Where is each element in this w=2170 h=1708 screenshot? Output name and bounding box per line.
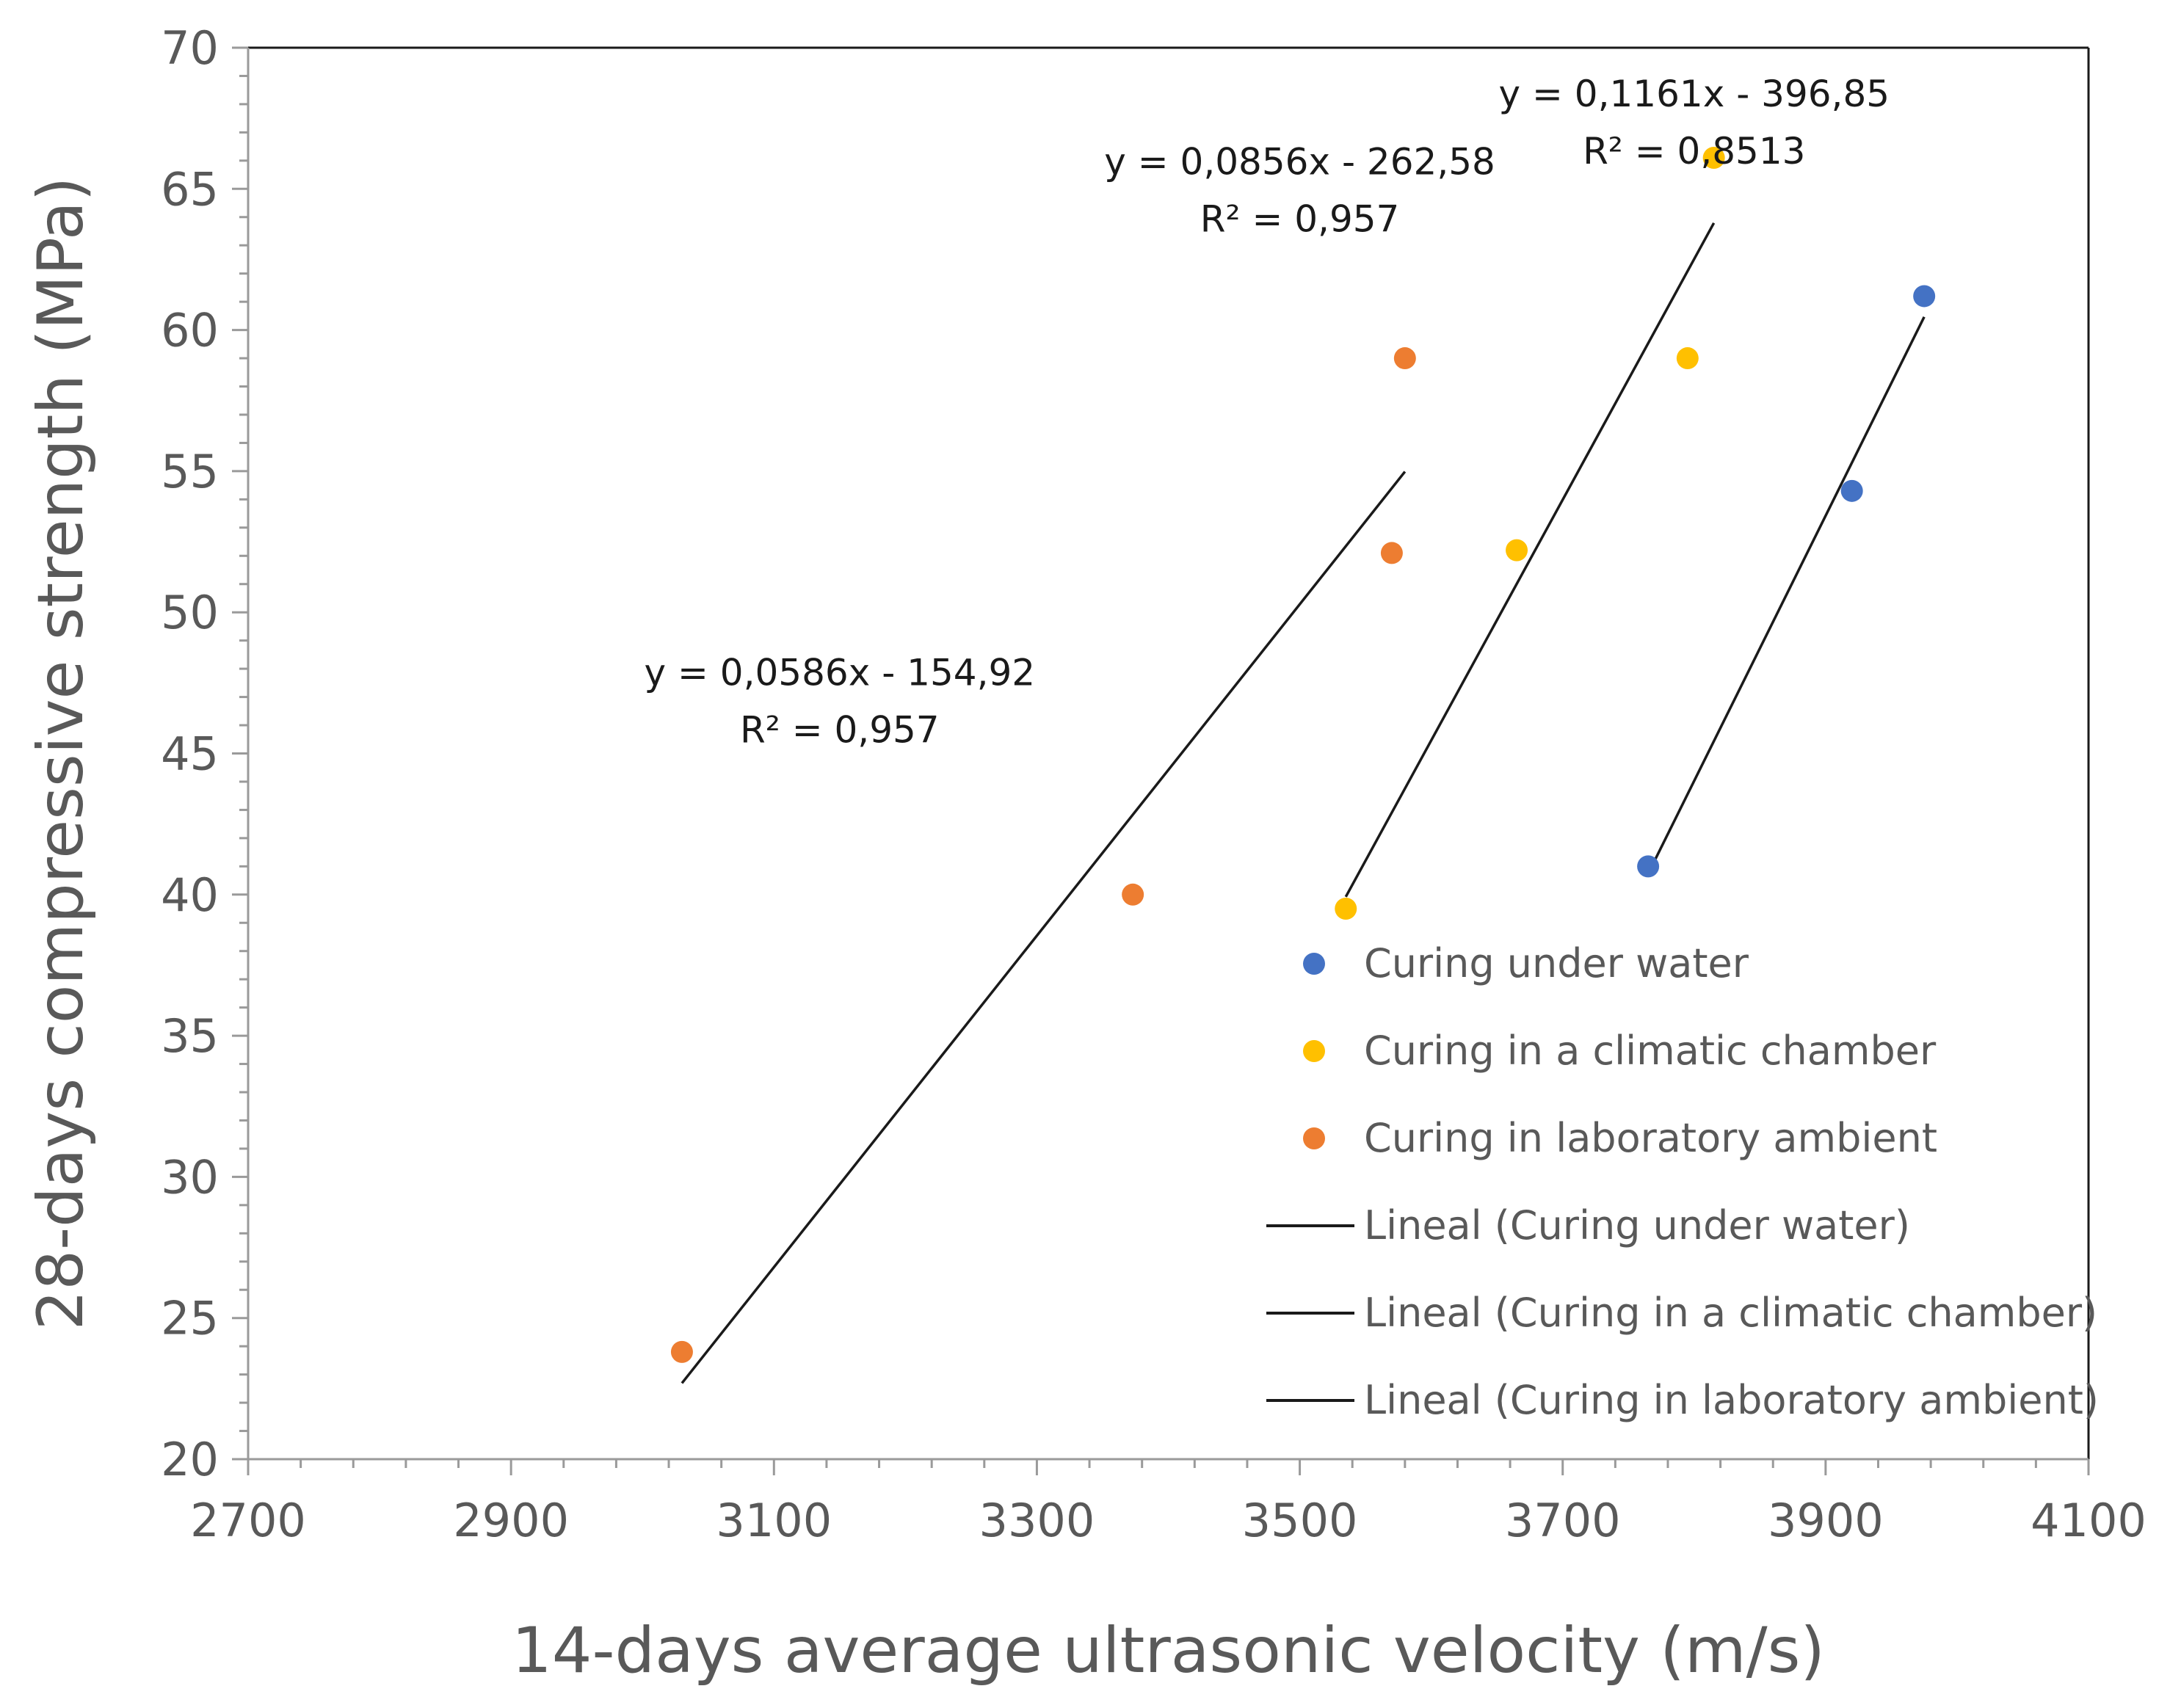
legend: Curing under water Curing in a climatic c…: [1266, 940, 2099, 1423]
y-tick-label: 35: [161, 1009, 219, 1063]
x-tick-label: 3300: [979, 1494, 1095, 1547]
data-point: [1506, 539, 1528, 562]
y-tick-label: 55: [161, 445, 219, 498]
data-point: [1335, 898, 1357, 920]
y-tick-label: 65: [161, 162, 219, 216]
legend-label: Curing in laboratory ambient: [1364, 1115, 1937, 1161]
data-point: [670, 1340, 693, 1363]
legend-label: Lineal (Curing under water): [1364, 1202, 1910, 1249]
trendline: [1344, 222, 1716, 898]
x-axis-ticks: 2700 2900 3100 3300 3500 3700 3900 4100: [190, 1459, 2147, 1547]
trendline-equations: y = 0,1161x - 396,85 R² = 0,8513 y = 0,085…: [645, 73, 1890, 751]
y-tick-label: 70: [161, 21, 219, 75]
trendline-r-squared: R² = 0,957: [1200, 197, 1400, 240]
legend-label: Lineal (Curing in a climatic chamber): [1364, 1290, 2097, 1336]
trendline-r-squared: R² = 0,957: [740, 708, 940, 751]
x-tick-label: 3500: [1242, 1494, 1358, 1547]
data-point: [1393, 347, 1416, 370]
data-point: [1913, 285, 1936, 308]
data-point: [1702, 146, 1725, 169]
legend-label: Curing in a climatic chamber: [1364, 1028, 1937, 1074]
x-tick-label: 3100: [716, 1494, 832, 1547]
x-tick-label: 3900: [1768, 1494, 1884, 1547]
legend-marker: [1303, 1040, 1325, 1062]
y-tick-label: 60: [161, 304, 219, 357]
x-tick-label: 3700: [1505, 1494, 1621, 1547]
trendline-equation: y = 0,1161x - 396,85: [1498, 73, 1890, 115]
x-tick-label: 4100: [2031, 1494, 2147, 1547]
data-points: [670, 146, 1936, 1363]
y-axis-ticks: 20 25 30 35 40 45 50 55 60 65 70: [161, 21, 248, 1486]
legend-marker: [1303, 1127, 1325, 1149]
x-tick-label: 2700: [190, 1494, 306, 1547]
trendlines: [681, 222, 1926, 1384]
data-point: [1676, 347, 1699, 370]
legend-marker: [1303, 953, 1325, 975]
data-point: [1637, 855, 1660, 878]
legend-label: Lineal (Curing in laboratory ambient): [1364, 1377, 2099, 1423]
y-axis-title: 28-days compressive strength (MPa): [24, 177, 98, 1331]
data-point: [1840, 479, 1863, 502]
trendline: [1647, 316, 1926, 875]
y-tick-label: 45: [161, 727, 219, 781]
y-tick-label: 25: [161, 1292, 219, 1345]
trendline-r-squared: R² = 0,8513: [1583, 130, 1805, 172]
data-point: [1380, 542, 1403, 564]
x-axis-title: 14-days average ultrasonic velocity (m/s…: [512, 1614, 1825, 1687]
legend-label: Curing under water: [1364, 940, 1749, 986]
trendline-equation: y = 0,0856x - 262,58: [1104, 140, 1495, 183]
y-tick-label: 50: [161, 586, 219, 639]
trendline: [681, 470, 1407, 1384]
y-tick-label: 40: [161, 868, 219, 922]
y-tick-label: 20: [161, 1433, 219, 1486]
y-tick-label: 30: [161, 1150, 219, 1204]
trendline-equation: y = 0,0586x - 154,92: [645, 651, 1036, 694]
data-point: [1122, 883, 1144, 906]
x-tick-label: 2900: [453, 1494, 569, 1547]
